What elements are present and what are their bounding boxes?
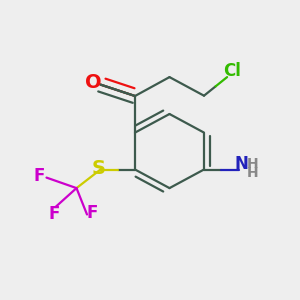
Text: H: H [247, 166, 259, 180]
Text: F: F [33, 167, 45, 185]
Text: H: H [247, 157, 259, 170]
Text: S: S [92, 158, 106, 178]
Text: N: N [235, 155, 248, 173]
Text: Cl: Cl [224, 62, 242, 80]
Text: F: F [48, 205, 60, 223]
Text: O: O [85, 73, 101, 92]
Text: F: F [87, 204, 98, 222]
